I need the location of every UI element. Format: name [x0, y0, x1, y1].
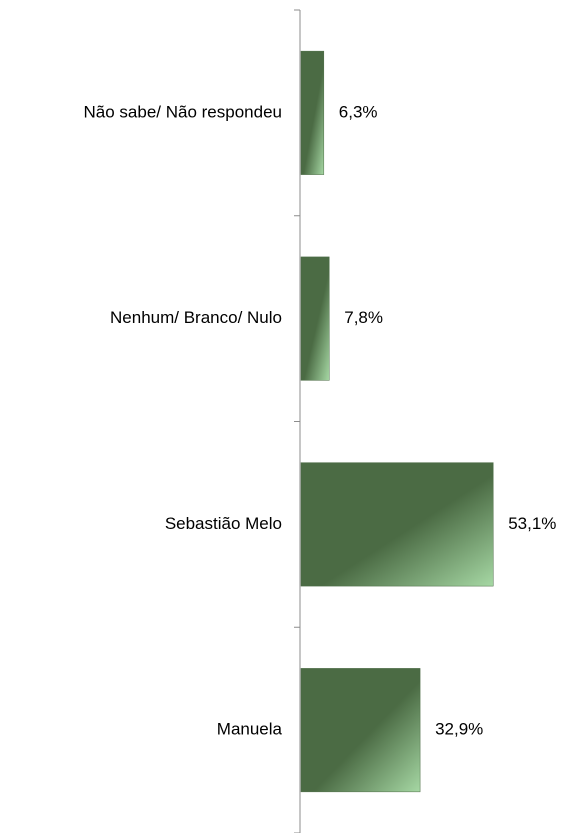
category-label: Não sabe/ Não respondeu — [84, 102, 282, 121]
bar — [300, 668, 421, 793]
category-label: Sebastião Melo — [165, 514, 282, 533]
value-label: 6,3% — [339, 102, 378, 121]
value-label: 32,9% — [435, 720, 483, 739]
bar — [300, 50, 325, 175]
value-label: 7,8% — [344, 308, 383, 327]
bar — [300, 462, 494, 587]
bar — [300, 256, 330, 381]
category-label: Nenhum/ Branco/ Nulo — [110, 308, 282, 327]
value-label: 53,1% — [508, 514, 556, 533]
category-label: Manuela — [217, 720, 283, 739]
